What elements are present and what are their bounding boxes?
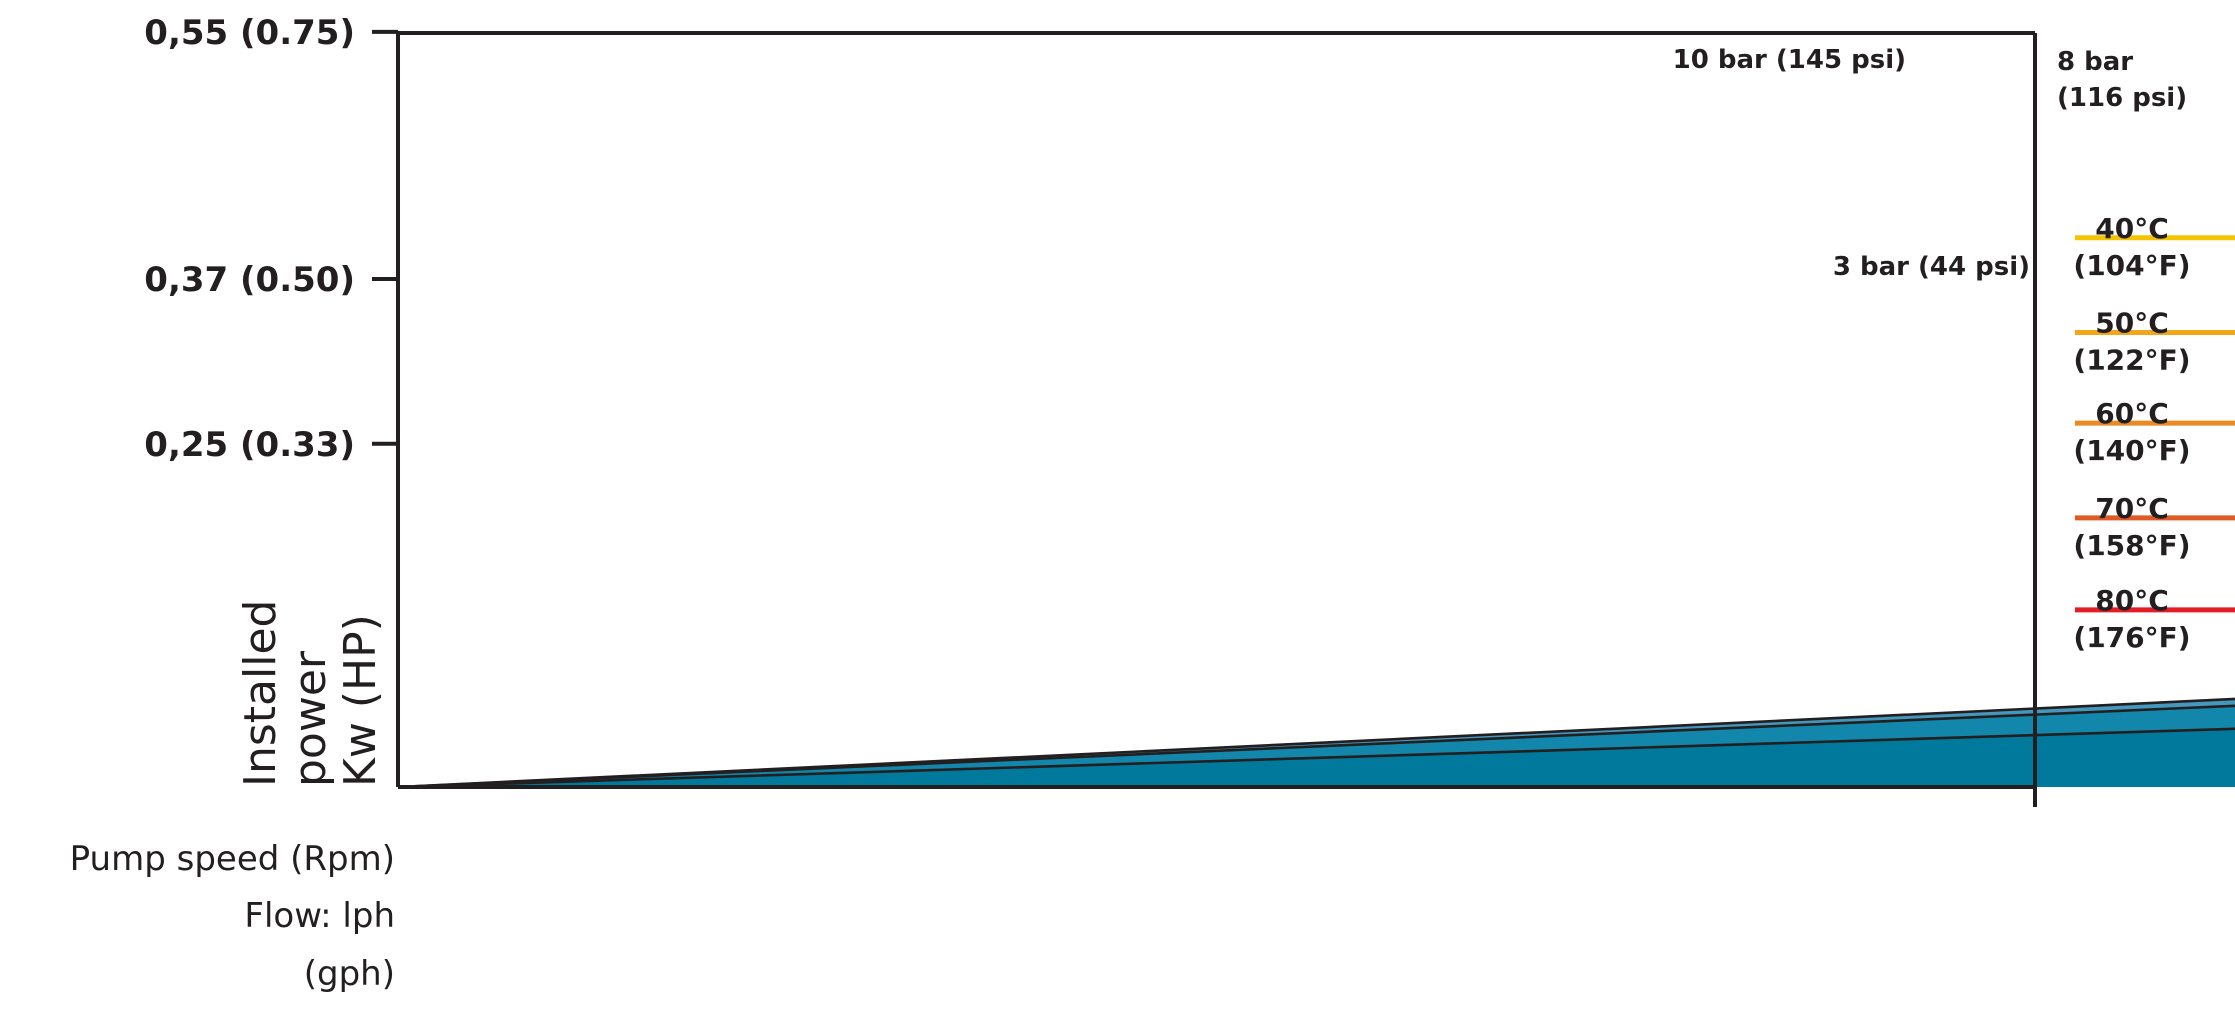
temperature-label: 70°C bbox=[2095, 492, 2169, 525]
temperature-label: (104°F) bbox=[2073, 249, 2190, 282]
y-axis-title-line: Installed bbox=[235, 600, 286, 787]
pressure-line-2 bbox=[397, 704, 2235, 789]
temperature-label: 80°C bbox=[2095, 584, 2169, 617]
pressure-line-label: (116 psi) bbox=[2057, 83, 2187, 113]
chart-axes bbox=[372, 29, 2037, 807]
y-tick-label: 0,25 (0.33) bbox=[144, 425, 355, 465]
y-tick-label: 0,37 (0.50) bbox=[144, 260, 355, 300]
temperature-label: 40°C bbox=[2095, 212, 2169, 245]
temperature-label: (176°F) bbox=[2073, 621, 2190, 654]
zone-band-1-2 bbox=[398, 705, 2235, 787]
y-tick-label: 0,55 (0.75) bbox=[144, 13, 355, 53]
x-row-label: Flow: lph bbox=[244, 896, 395, 936]
chart-line-layer bbox=[397, 235, 2235, 789]
pressure-line-3 bbox=[397, 727, 2235, 789]
pressure-line-label: 3 bar (44 psi) bbox=[1833, 252, 2030, 282]
pressure-line-label: 10 bar (145 psi) bbox=[1673, 45, 1906, 75]
temperature-label: (158°F) bbox=[2073, 529, 2190, 562]
temperature-label: 50°C bbox=[2095, 307, 2169, 340]
chart-text-layer: 0,25 (0.33) 0,37 (0.50) 0,55 (0.75) Pump sp… bbox=[70, 13, 2191, 994]
pressure-line-label: 8 bar bbox=[2057, 47, 2133, 77]
chart-fill-layer bbox=[398, 698, 2235, 787]
temperature-label: (140°F) bbox=[2073, 434, 2190, 467]
y-axis-title-line: power bbox=[285, 650, 336, 787]
pressure-line-1 bbox=[397, 697, 2235, 789]
temperature-label: 60°C bbox=[2095, 397, 2169, 430]
x-row-label: (gph) bbox=[304, 954, 395, 994]
y-axis-title-line: Kw (HP) bbox=[335, 614, 386, 787]
x-row-label: Pump speed (Rpm) bbox=[70, 839, 395, 879]
temperature-label: (122°F) bbox=[2073, 344, 2190, 377]
